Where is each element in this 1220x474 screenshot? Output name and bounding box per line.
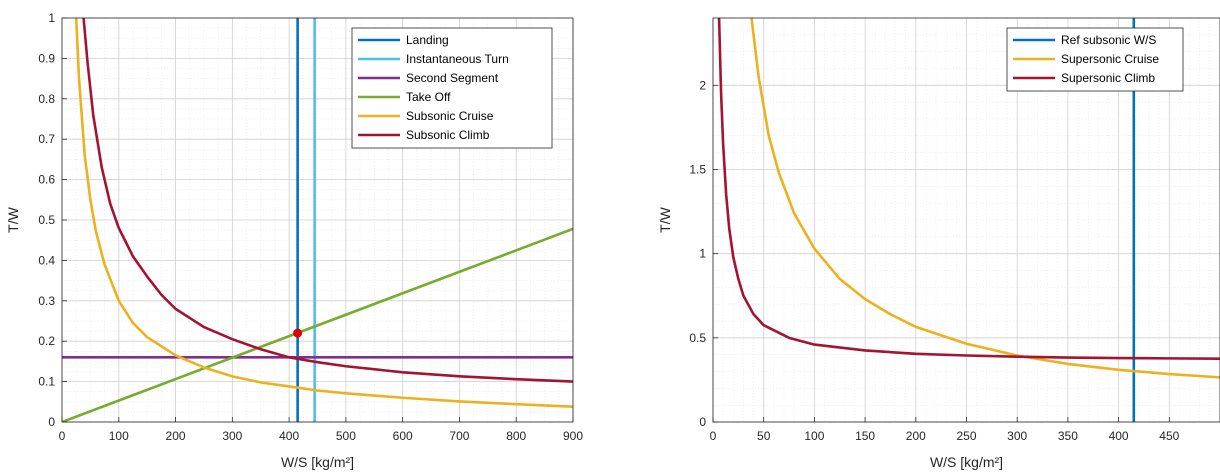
x-tick-label: 300: [222, 429, 242, 443]
x-tick-label: 800: [506, 429, 526, 443]
chart-right: 0 50 100 150 200 250 300 350 400 450 0 0.5 1 1.5 2 W/S …: [657, 17, 1220, 470]
x-tick-label: 450: [1159, 429, 1179, 443]
x-tick-label: 150: [855, 429, 875, 443]
y-tick-label: 0: [48, 415, 55, 429]
legend: Landing Instantaneous Turn Second Segment T…: [351, 27, 553, 149]
x-axis-label: W/S [kg/m²]: [930, 454, 1003, 470]
y-tick-label: 1: [48, 11, 55, 25]
y-tick-label: 0.5: [689, 331, 706, 345]
x-tick-label: 300: [1007, 429, 1027, 443]
y-tick-label: 1: [699, 247, 706, 261]
chart-left: 0 100 200 300 400 500 600 700 800 900 0 0.1 0.2 0.3 0.…: [5, 11, 583, 470]
x-tick-label: 400: [279, 429, 299, 443]
legend-label: Ref subsonic W/S: [1061, 33, 1156, 47]
series-line-supersonic-climb: [717, 18, 1220, 361]
y-tick-label: 0.3: [38, 294, 55, 308]
x-tick-label: 50: [757, 429, 771, 443]
y-tick-label: 0.9: [38, 51, 55, 65]
series-line-subsonic-climb: [82, 18, 573, 383]
x-tick-label: 350: [1058, 429, 1078, 443]
y-axis-label: T/W: [657, 206, 673, 232]
y-tick-label: 0.8: [38, 92, 55, 106]
y-tick-label: 0.1: [38, 375, 55, 389]
legend-label: Supersonic Cruise: [1061, 52, 1159, 66]
legend-label: Supersonic Climb: [1061, 71, 1155, 85]
series-line-take-off: [62, 227, 573, 422]
series-line-supersonic-cruise: [750, 18, 1220, 379]
x-tick-label: 700: [449, 429, 469, 443]
x-tick-label: 600: [393, 429, 413, 443]
y-tick-label: 0.5: [38, 213, 55, 227]
y-axis-label: T/W: [5, 206, 21, 232]
y-tick-label: 0.2: [38, 334, 55, 348]
x-tick-label: 0: [710, 429, 717, 443]
x-tick-label: 400: [1109, 429, 1129, 443]
y-tick-label: 0.7: [38, 132, 55, 146]
x-tick-label: 200: [166, 429, 186, 443]
legend-box: [351, 27, 553, 149]
x-tick-label: 900: [563, 429, 583, 443]
y-tick-label: 2: [699, 78, 706, 92]
x-tick-label: 250: [956, 429, 976, 443]
y-tick-label: 0: [699, 415, 706, 429]
legend: Ref subsonic W/S Supersonic Cruise Superso…: [1006, 27, 1184, 92]
x-tick-label: 500: [336, 429, 356, 443]
y-tick-label: 0.4: [38, 253, 55, 267]
x-axis-label: W/S [kg/m²]: [281, 454, 354, 470]
x-tick-label: 200: [906, 429, 926, 443]
series-group: [62, 18, 573, 422]
legend-label: Take Off: [406, 90, 451, 104]
legend-label: Second Segment: [406, 71, 499, 85]
legend-label: Subsonic Climb: [406, 128, 490, 142]
x-tick-label: 100: [804, 429, 824, 443]
x-tick-label: 100: [109, 429, 129, 443]
legend-label: Subsonic Cruise: [406, 109, 494, 123]
legend-label: Instantaneous Turn: [406, 52, 509, 66]
x-tick-label: 0: [59, 429, 66, 443]
y-tick-label: 0.6: [38, 173, 55, 187]
y-tick-label: 1.5: [689, 163, 706, 177]
design-point-marker: [293, 328, 303, 338]
series-line-subsonic-cruise: [74, 18, 573, 408]
legend-label: Landing: [406, 33, 449, 47]
